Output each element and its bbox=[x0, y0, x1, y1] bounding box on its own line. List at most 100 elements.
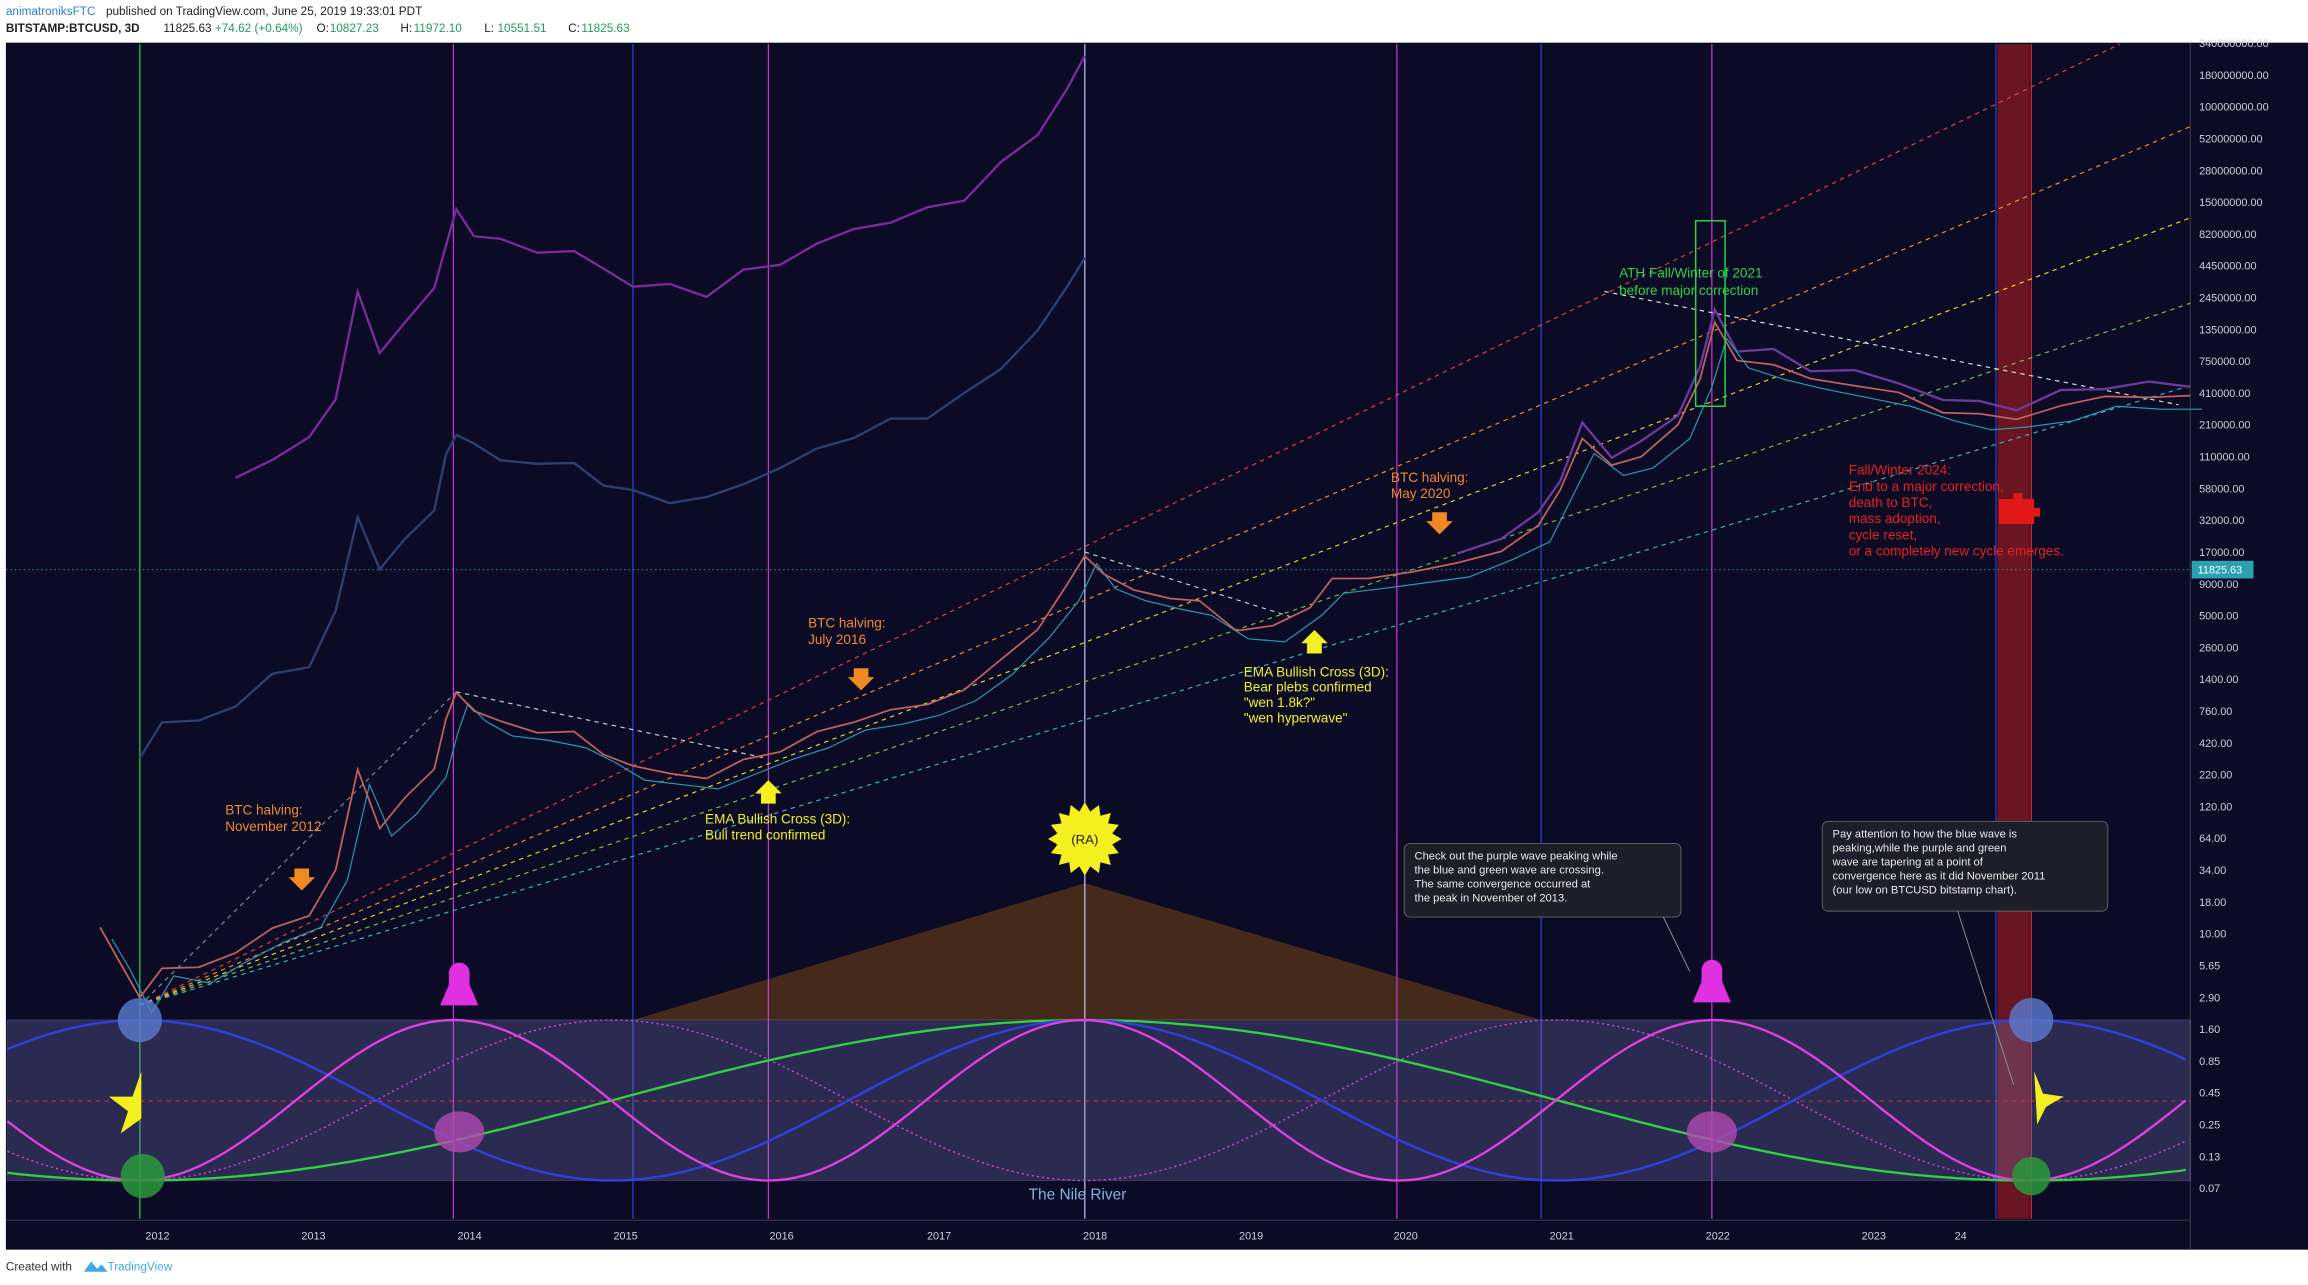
price-axis-label: 5000.00 bbox=[2199, 611, 2238, 623]
price-axis-label: 0.85 bbox=[2199, 1056, 2220, 1068]
annotation-text: cycle reset, bbox=[1849, 527, 1917, 542]
price-axis-label: 8200000.00 bbox=[2199, 229, 2256, 241]
arrow bbox=[1426, 512, 1453, 535]
callout-box bbox=[1403, 842, 1682, 918]
time-axis-label: 24 bbox=[1955, 1230, 1967, 1242]
price-axis-label: 0.07 bbox=[2199, 1183, 2220, 1195]
annotation-text: Fall/Winter 2024: bbox=[1849, 463, 1951, 478]
trend-line bbox=[139, 126, 2191, 1006]
ohlc-value: 10827.23 bbox=[330, 22, 380, 35]
price-axis-label: 180000000.00 bbox=[2199, 70, 2269, 82]
annotations: ATH Fall/Winter of 2021 before major corr… bbox=[225, 265, 2064, 904]
price-projection bbox=[234, 55, 1086, 479]
ohlc-label: C: bbox=[568, 22, 580, 35]
annotation-text: Pay attention to how the blue wave is bbox=[1833, 829, 2018, 841]
price-axis-label: 100000000.00 bbox=[2199, 102, 2269, 114]
price-axis-label: 760.00 bbox=[2199, 706, 2232, 718]
arrows bbox=[288, 512, 1453, 891]
annotation-text: Bear plebs confirmed bbox=[1244, 680, 1372, 695]
annotation-text: before major correction bbox=[1619, 283, 1758, 298]
last-price-label: 11825.63 bbox=[2198, 564, 2243, 576]
chart-area bbox=[5, 42, 2308, 1250]
arrow bbox=[847, 668, 875, 691]
price-axis-label: 420.00 bbox=[2199, 738, 2232, 750]
header-author[interactable]: animatroniksFTC bbox=[6, 5, 96, 18]
annotation-text: November 2012 bbox=[225, 819, 321, 834]
price-projection bbox=[1456, 306, 2191, 555]
price-axis-label: 1350000.00 bbox=[2199, 324, 2256, 336]
time-axis-label: 2012 bbox=[145, 1230, 169, 1242]
annotation-text: or a completely new cycle emerges. bbox=[1849, 544, 2064, 559]
ath-box bbox=[1694, 220, 1726, 407]
footer-created: Created with bbox=[6, 1260, 72, 1273]
marker-circle bbox=[120, 1153, 165, 1199]
price-axis-label: 0.45 bbox=[2199, 1088, 2220, 1100]
annotation-text: death to BTC, bbox=[1849, 495, 1933, 510]
arrow bbox=[755, 780, 782, 804]
annotation-text: mass adoption, bbox=[1849, 511, 1941, 526]
time-axis-label: 2018 bbox=[1083, 1230, 1107, 1242]
time-axis-label: 2016 bbox=[769, 1230, 793, 1242]
time-axis-label: 2022 bbox=[1706, 1230, 1730, 1242]
price bbox=[99, 320, 2191, 1000]
puzzle-icon bbox=[1998, 493, 2041, 525]
waves bbox=[6, 1018, 2187, 1182]
annotation-text: the blue and green wave are crossing. bbox=[1415, 865, 1604, 877]
header-symbol: BITSTAMP:BTCUSD, 3D bbox=[6, 22, 140, 35]
price-axis-label: 2450000.00 bbox=[2199, 293, 2256, 305]
price-axis-label: 340000000.00 bbox=[2199, 38, 2269, 50]
time-axis-label: 2015 bbox=[613, 1230, 637, 1242]
trend-line bbox=[1084, 551, 1296, 619]
trend-line bbox=[139, 385, 2191, 1006]
star bbox=[2034, 1071, 2064, 1125]
arrows bbox=[755, 629, 1328, 804]
time-axis-label: 2020 bbox=[1394, 1230, 1418, 1242]
marker-circle bbox=[434, 1111, 485, 1153]
ohlc-value: 10551.51 bbox=[498, 22, 547, 35]
price-axis-label: 64.00 bbox=[2199, 833, 2226, 845]
annotation-text: BTC halving: bbox=[225, 803, 302, 818]
price-axis-label: 34.00 bbox=[2199, 865, 2226, 877]
annotation-text: July 2016 bbox=[808, 632, 866, 647]
wave bbox=[7, 1019, 2187, 1182]
annotation-text: peaking,while the purple and green bbox=[1833, 843, 2007, 855]
header-published: published on TradingView.com, June 25, 2… bbox=[106, 5, 422, 18]
callout-pointer bbox=[1957, 910, 2015, 1085]
price-axis: 340000000.00 180000000.00 100000000.00 5200… bbox=[2199, 38, 2269, 1195]
ohlc-label: O: bbox=[316, 22, 328, 35]
time-axis-label: 2014 bbox=[457, 1230, 481, 1242]
trend-line bbox=[1604, 290, 2179, 406]
price-axis-label: 750000.00 bbox=[2199, 356, 2250, 368]
price-axis-label: 15000000.00 bbox=[2199, 197, 2263, 209]
price-axis-label: 110000.00 bbox=[2199, 452, 2250, 464]
time-axis-label: 2013 bbox=[301, 1230, 325, 1242]
annotation-text: "wen 1.8k?" bbox=[1244, 695, 1315, 710]
annotation-text: Bull trend confirmed bbox=[705, 828, 825, 843]
penguin-icons bbox=[440, 959, 1731, 1006]
wave bbox=[6, 1018, 2187, 1182]
annotation-text: (our low on BTCUSD bitstamp chart). bbox=[1833, 884, 2017, 896]
annotation-text: the peak in November of 2013. bbox=[1415, 893, 1568, 905]
annotation-text: EMA Bullish Cross (3D): bbox=[1244, 664, 1389, 679]
annotation-text: "wen hyperwave" bbox=[1244, 711, 1348, 726]
price-axis-label: 210000.00 bbox=[2199, 420, 2250, 432]
sun-label: (RA) bbox=[1071, 832, 1098, 847]
annotation-text: Check out the purple wave peaking while bbox=[1415, 851, 1618, 863]
sun bbox=[1048, 802, 1122, 876]
price-axis-label: 4450000.00 bbox=[2199, 261, 2256, 273]
annotation-text: ATH Fall/Winter of 2021 bbox=[1619, 265, 1762, 280]
star bbox=[108, 1071, 142, 1134]
price-axis-label: 1.60 bbox=[2199, 1024, 2220, 1036]
header-change: +74.62 (+0.64%) bbox=[215, 22, 303, 35]
plot: (RA) ATH Fall/Winter of 2021 before major… bbox=[5, 43, 2203, 1219]
price-axis-label: 10.00 bbox=[2199, 929, 2226, 941]
cycle-lines bbox=[139, 44, 2032, 1219]
footer-logo bbox=[83, 1261, 108, 1272]
annotation-text: May 2020 bbox=[1391, 486, 1450, 501]
footer-brand[interactable]: TradingView bbox=[107, 1260, 172, 1273]
annotation-text: End to a major correction, bbox=[1849, 479, 2004, 494]
price-axis-label: 1400.00 bbox=[2199, 674, 2238, 686]
marker-circle bbox=[117, 997, 162, 1043]
price-axis-label: 9000.00 bbox=[2199, 579, 2238, 591]
header-price: 11825.63 bbox=[163, 22, 212, 35]
